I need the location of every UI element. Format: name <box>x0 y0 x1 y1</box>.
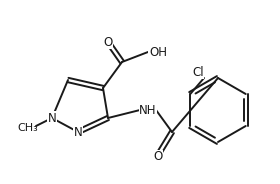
Text: O: O <box>103 36 113 49</box>
Text: OH: OH <box>149 45 167 59</box>
Text: O: O <box>153 151 163 164</box>
Text: NH: NH <box>139 103 157 116</box>
Text: N: N <box>48 112 56 125</box>
Text: CH₃: CH₃ <box>18 123 38 133</box>
Text: Cl: Cl <box>192 66 204 79</box>
Text: N: N <box>74 125 82 139</box>
